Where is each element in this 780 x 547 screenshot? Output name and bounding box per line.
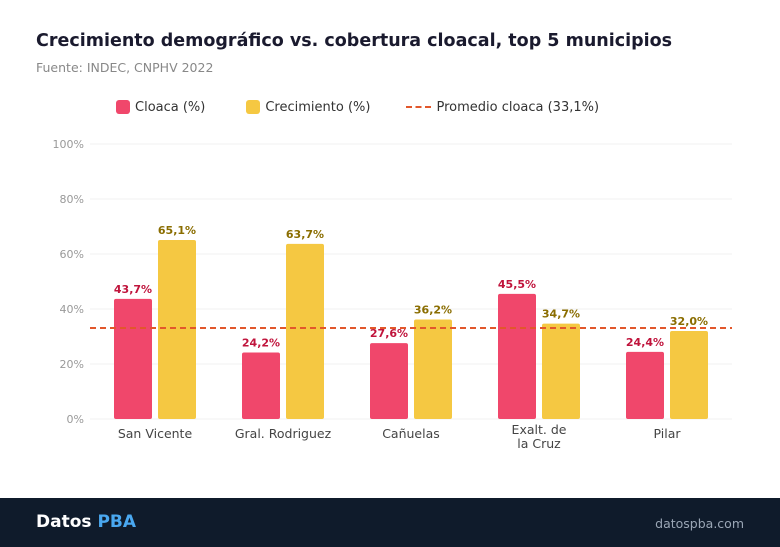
y-tick-label: 100% xyxy=(53,138,84,151)
legend-swatch-crecimiento xyxy=(246,100,261,114)
data-label: 27,6% xyxy=(370,327,408,340)
x-tick-label-line: San Vicente xyxy=(118,426,193,441)
bar-cloaca xyxy=(498,293,536,419)
chart-subtitle: Fuente: INDEC, CNPHV 2022 xyxy=(36,60,214,75)
y-tick-label: 20% xyxy=(60,358,84,371)
bar-crecimiento xyxy=(670,331,708,419)
data-label: 36,2% xyxy=(414,303,452,316)
footer-brand: Datos PBA xyxy=(36,512,136,532)
y-tick-label: 80% xyxy=(60,193,84,206)
legend-item-promedio: Promedio cloaca (33,1%) xyxy=(406,100,599,115)
bar-crecimiento xyxy=(414,319,452,419)
legend-label-crecimiento: Crecimiento (%) xyxy=(265,99,371,115)
legend-swatch-cloaca xyxy=(116,100,130,114)
data-label: 65,1% xyxy=(158,224,196,237)
x-tick-label: Gral. Rodriguez xyxy=(235,426,332,441)
brand-accent: PBA xyxy=(97,512,137,532)
x-tick-label: Exalt. de la Cruz xyxy=(512,422,567,451)
x-tick-label-line: Exalt. de xyxy=(512,422,567,437)
y-tick-label: 60% xyxy=(60,248,84,261)
x-tick-label-line: Pilar xyxy=(653,426,681,441)
data-label: 32,0% xyxy=(670,315,708,328)
x-tick-label-line: Cañuelas xyxy=(382,426,440,441)
x-tick-label-line: Gral. Rodriguez xyxy=(235,426,332,441)
footer: Datos PBA datospba.com xyxy=(0,498,780,547)
bar-cloaca xyxy=(626,351,664,419)
bar-chart: 0% 20% 40% 60% 80% 100% 43,7% 65,1% San Vicente 2… xyxy=(53,138,732,451)
bar-cloaca xyxy=(242,352,280,419)
data-label: 43,7% xyxy=(114,283,152,296)
data-label: 24,2% xyxy=(242,336,280,349)
x-tick-label-line: la Cruz xyxy=(517,436,561,451)
bar-crecimiento xyxy=(158,239,196,419)
bar-crecimiento xyxy=(286,243,324,419)
x-tick-label: San Vicente xyxy=(118,426,193,441)
y-tick-label: 40% xyxy=(60,303,84,316)
legend-item-cloaca: Cloaca (%) xyxy=(116,100,205,115)
data-label: 63,7% xyxy=(286,228,324,241)
bar-crecimiento xyxy=(542,323,580,419)
legend-item-crecimiento: Crecimiento (%) xyxy=(246,100,370,115)
legend: Cloaca (%) Crecimiento (%) Promedio cloa… xyxy=(116,99,599,115)
data-label: 45,5% xyxy=(498,278,536,291)
footer-site: datospba.com xyxy=(655,516,744,531)
legend-dash-promedio xyxy=(406,106,432,108)
bar-cloaca xyxy=(370,343,408,419)
brand-main: Datos xyxy=(36,512,92,532)
legend-label-promedio: Promedio cloaca (33,1%) xyxy=(436,99,600,115)
y-tick-label: 0% xyxy=(67,413,84,426)
chart-title: Crecimiento demográfico vs. cobertura cl… xyxy=(36,31,673,51)
bar-cloaca xyxy=(114,298,152,419)
x-tick-label: Pilar xyxy=(653,426,681,441)
x-tick-label: Cañuelas xyxy=(382,426,440,441)
data-label: 34,7% xyxy=(542,308,580,321)
legend-label-cloaca: Cloaca (%) xyxy=(135,99,206,115)
data-label: 24,4% xyxy=(626,336,664,349)
